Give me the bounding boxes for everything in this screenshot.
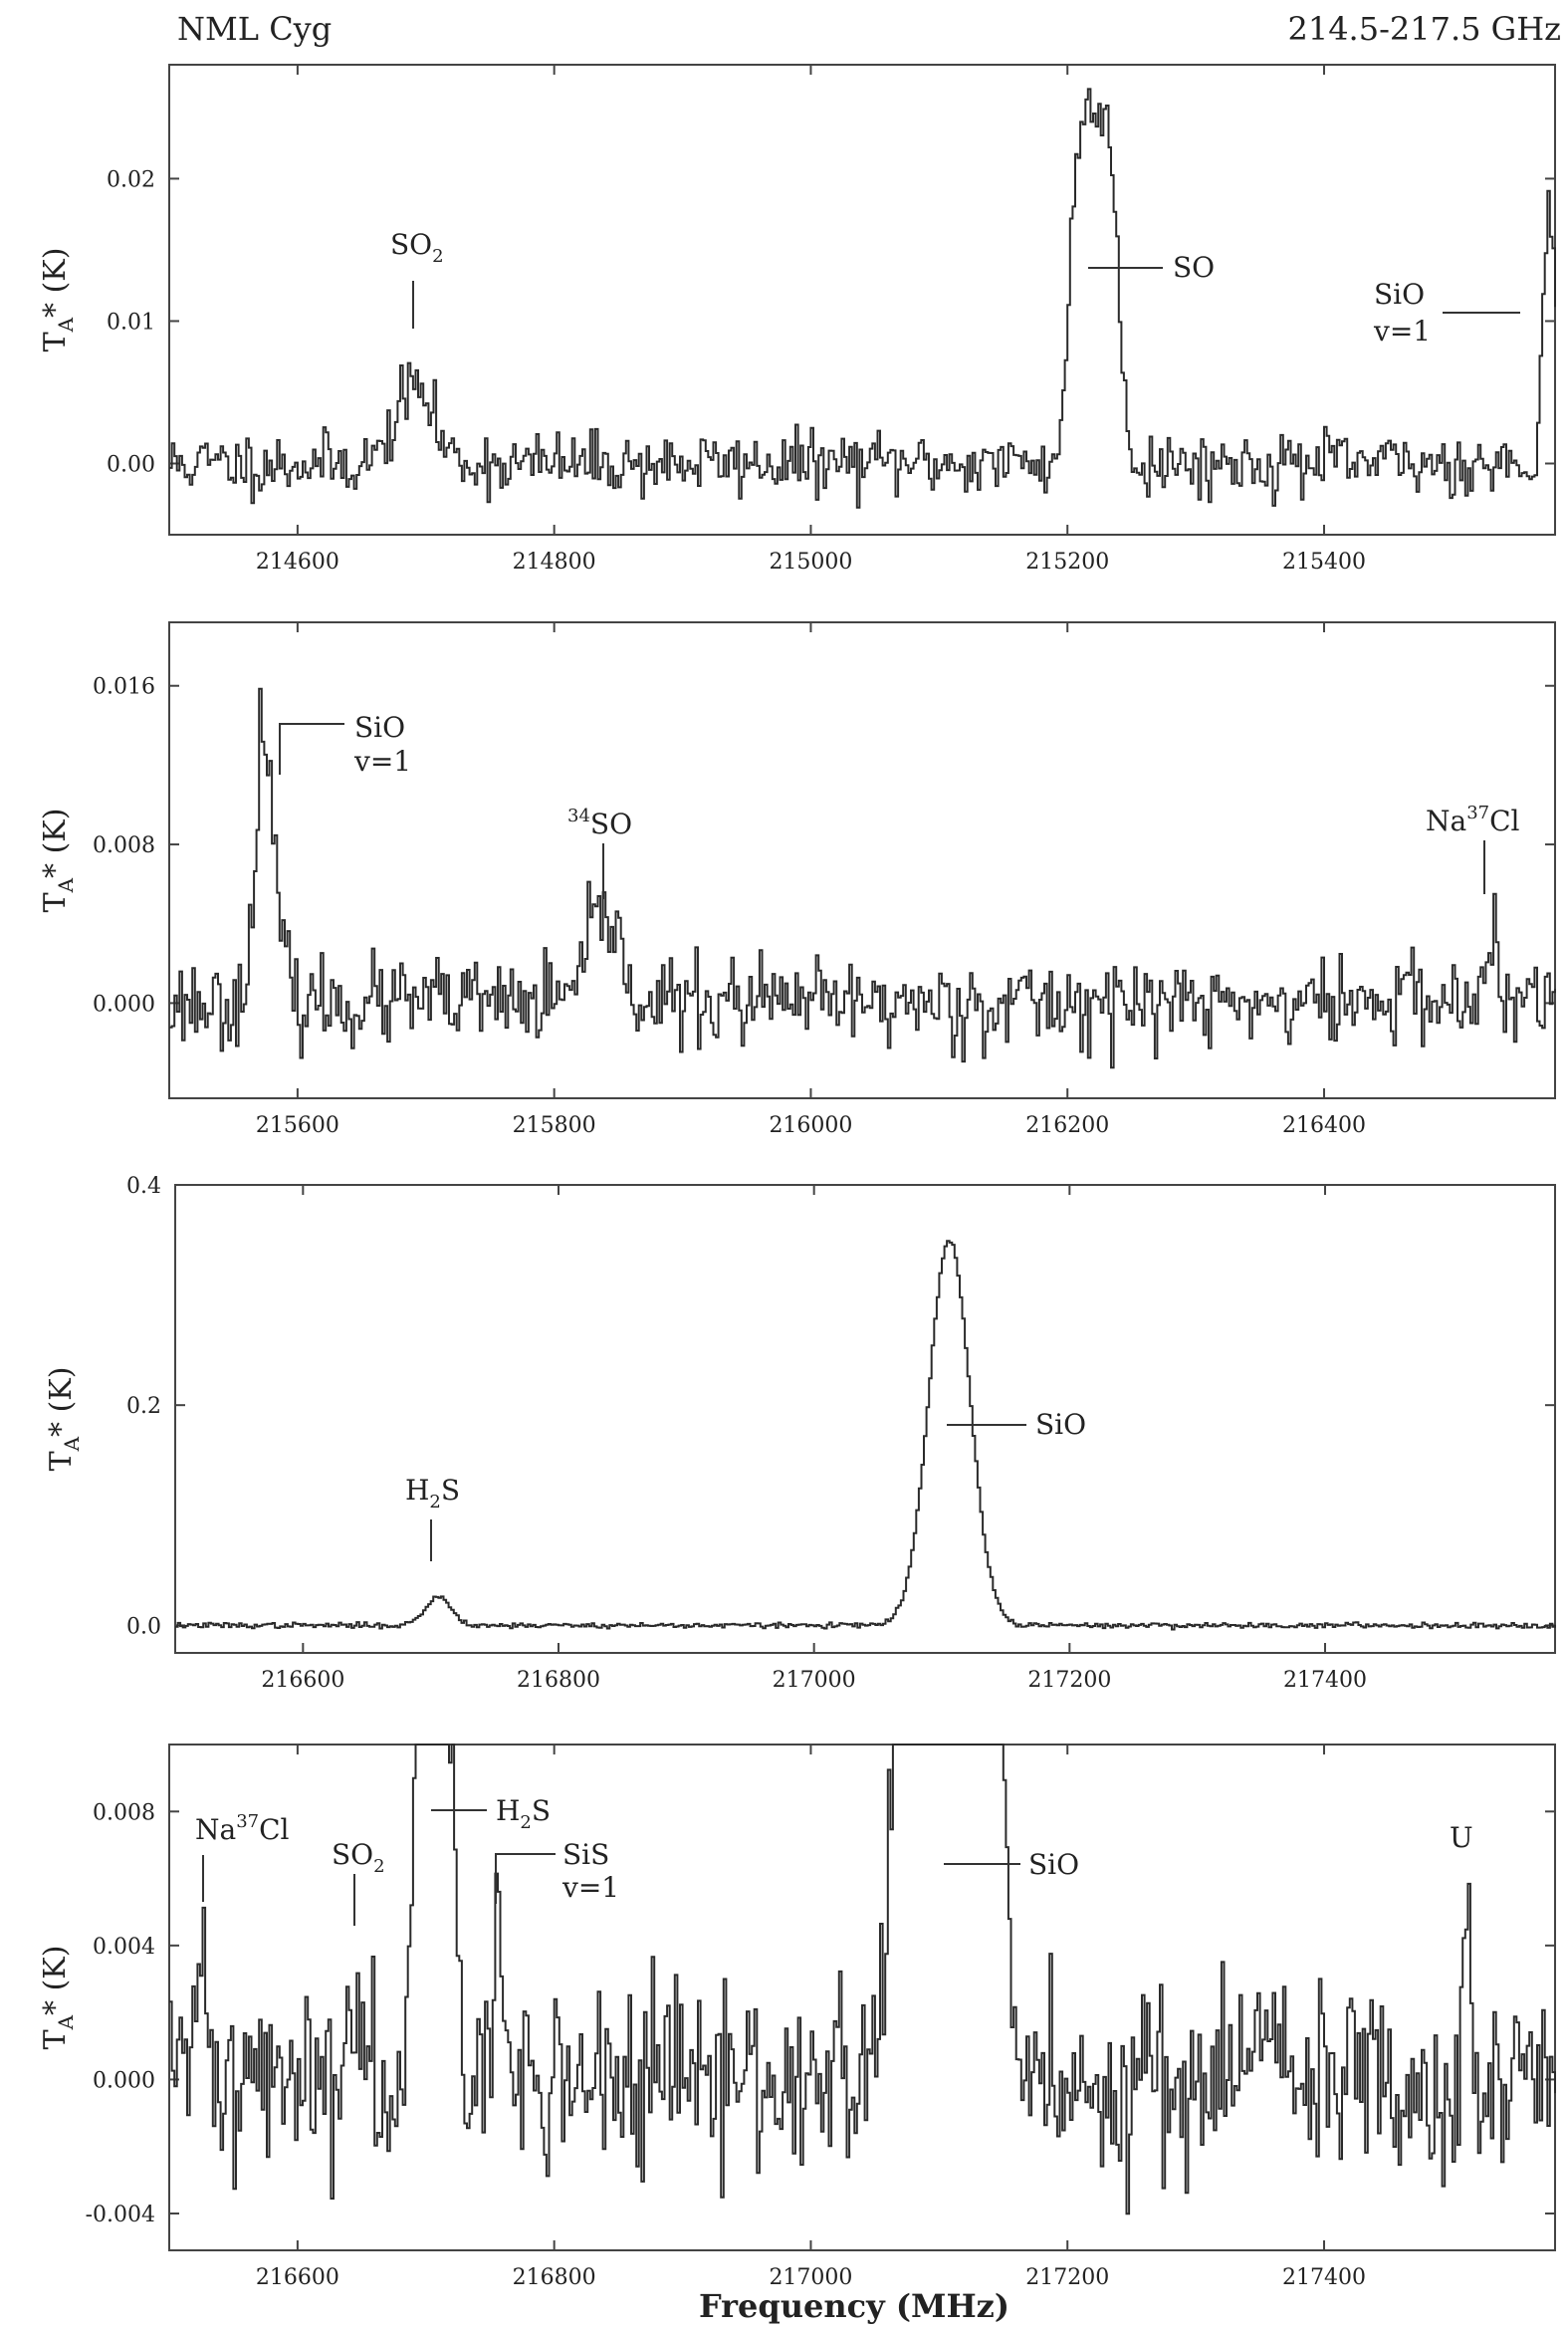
x-tick-label: 216200: [1025, 1113, 1109, 1138]
x-tick-label: 217200: [1027, 1668, 1111, 1693]
annotation-sis-v1: SiS: [562, 1838, 609, 1871]
annotation-sio-v1: SiO: [354, 711, 405, 744]
x-tick-label: 216800: [513, 2265, 596, 2290]
y-tick-label: 0.000: [93, 2068, 155, 2093]
annotation-so2: SO2: [332, 1838, 385, 1877]
annotation-leader: [279, 723, 344, 775]
y-axis-label: TA* (K): [38, 248, 78, 352]
y-tick-label: 0.000: [93, 992, 155, 1017]
x-tick-label: 215200: [1025, 550, 1109, 575]
x-tick-label: 216600: [261, 1668, 344, 1693]
y-tick-label: 0.0: [126, 1614, 161, 1639]
y-tick-label: 0.016: [93, 675, 155, 700]
annotation-so2: SO2: [390, 228, 444, 267]
annotation-na37cl: Na37Cl: [1426, 803, 1520, 837]
x-tick-label: 216000: [769, 1113, 852, 1138]
panel-2: 215600 215800 216000 216200 216400 0.000 0.008…: [38, 621, 1556, 1138]
y-tick-label: 0.008: [93, 1800, 155, 1825]
y-tick-label: 0.2: [126, 1394, 161, 1419]
annotation-u: U: [1450, 1821, 1473, 1854]
annotation-sio-v1-line2: v=1: [1373, 315, 1431, 348]
x-tick-label: 216600: [256, 2265, 339, 2290]
x-tick-label: 215000: [769, 550, 852, 575]
x-tick-label: 215400: [1282, 550, 1366, 575]
panel-1: 214600 214800 215000 215200 215400 0.00 0.01 0.…: [38, 64, 1556, 575]
spectrum-line: [169, 88, 1556, 509]
y-tick-label: 0.00: [107, 452, 155, 477]
y-tick-label: 0.004: [93, 1935, 155, 1960]
annotation-sis-v1-line2: v=1: [561, 1871, 619, 1904]
y-tick-label: 0.008: [93, 833, 155, 858]
x-tick-label: 214600: [256, 550, 339, 575]
annotation-sio: SiO: [1028, 1848, 1079, 1881]
source-name: NML Cyg: [177, 10, 332, 48]
x-tick-label: 216800: [517, 1668, 600, 1693]
annotation-sio-v1: SiO: [1374, 278, 1425, 311]
y-tick-label: 0.02: [107, 167, 155, 192]
x-tick-label: 216400: [1282, 1113, 1366, 1138]
y-axis-label: TA* (K): [44, 1367, 84, 1472]
x-tick-label: 214800: [513, 550, 596, 575]
x-tick-label: 217000: [773, 1668, 856, 1693]
x-axis-label: Frequency (MHz): [699, 2287, 1009, 2325]
annotation-sio: SiO: [1035, 1408, 1086, 1441]
x-tick-label: 217000: [769, 2265, 852, 2290]
spectrum-line: [169, 687, 1556, 1069]
spectrum-line: [169, 1744, 1556, 2215]
y-tick-label: -0.004: [86, 2203, 155, 2227]
annotation-34so: 34SO: [567, 806, 632, 840]
annotation-leader: [495, 1853, 556, 1904]
x-tick-label: 215800: [513, 1113, 596, 1138]
plot-frame: [174, 1184, 1556, 1654]
x-tick-label: 215600: [256, 1113, 339, 1138]
y-axis-label: TA* (K): [38, 809, 78, 913]
x-tick-label: 217200: [1025, 2265, 1109, 2290]
x-tick-label: 217400: [1282, 2265, 1366, 2290]
plot-frame: [168, 621, 1556, 1099]
annotation-na37cl: Na37Cl: [195, 1811, 290, 1846]
x-tick-label: 217400: [1283, 1668, 1367, 1693]
plot-frame: [168, 1744, 1556, 2251]
annotation-h2s: H2S: [405, 1474, 460, 1513]
frequency-range: 214.5-217.5 GHz: [1287, 10, 1561, 48]
y-tick-label: 0.01: [107, 310, 155, 335]
annotation-sio-v1-line2: v=1: [353, 745, 411, 778]
annotation-so: SO: [1173, 251, 1215, 284]
panel-4: 216600 216800 217000 217200 217400 -0.004 0.00…: [38, 1744, 1556, 2290]
y-axis-label: TA* (K): [38, 1946, 78, 2050]
panel-3: 216600 216800 217000 217200 217400 0.0 0.2 0.4 T…: [44, 1174, 1556, 1693]
annotation-h2s: H2S: [496, 1794, 551, 1833]
spectrum-line: [175, 1240, 1556, 1631]
y-tick-label: 0.4: [126, 1174, 161, 1199]
